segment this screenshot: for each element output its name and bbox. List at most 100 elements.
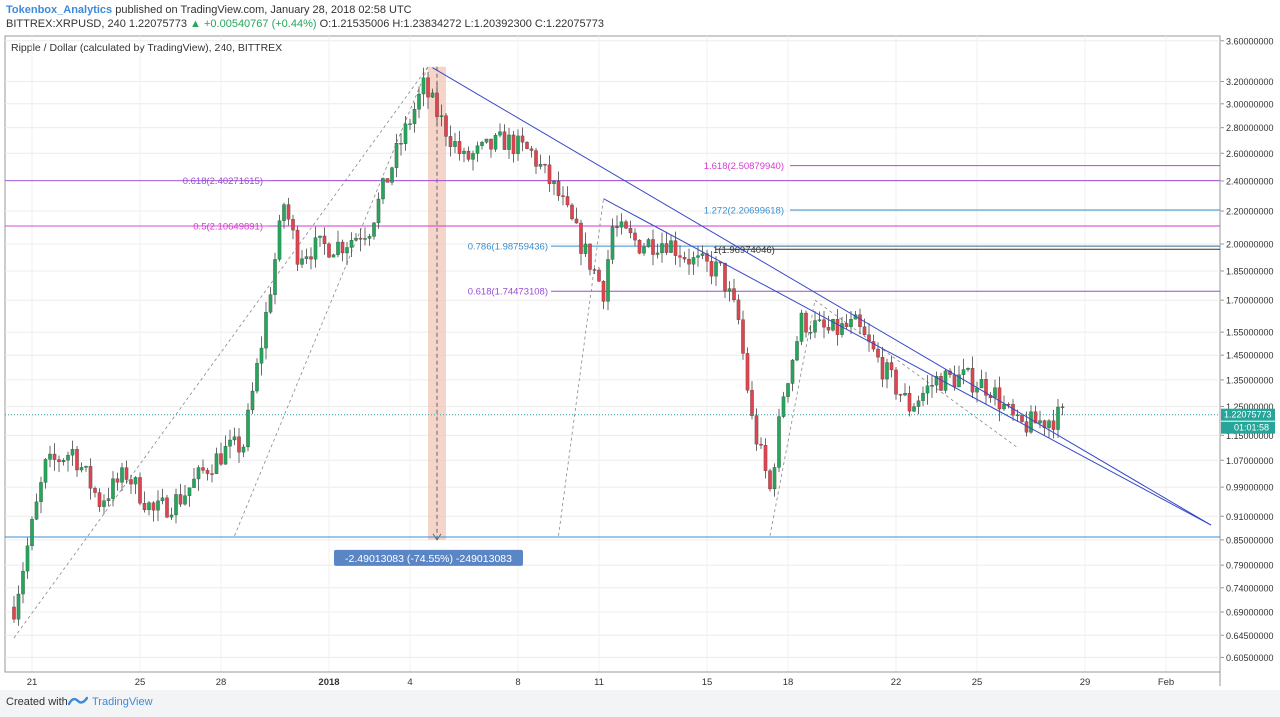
time-tick-label: 29	[1080, 677, 1091, 688]
candle-body	[430, 92, 435, 98]
candle-body	[286, 204, 291, 220]
fib-level-label: 0.618(1.74473108)	[468, 287, 548, 298]
candle-body	[358, 237, 363, 240]
candle-body	[1015, 414, 1020, 417]
candle-body	[196, 467, 201, 480]
candle-body	[502, 131, 507, 150]
candle-body	[48, 453, 52, 460]
candle-body	[916, 400, 921, 407]
countdown-badge	[1221, 421, 1275, 434]
candle-body	[394, 143, 399, 168]
candle-body	[669, 240, 673, 253]
candle-body	[84, 466, 88, 468]
candle-body	[849, 318, 853, 328]
candle-body	[934, 376, 939, 386]
candle-body	[750, 390, 754, 416]
candle-body	[876, 348, 880, 358]
candle-body	[1047, 420, 1051, 428]
fib-level-label: 1.618(2.50879940)	[704, 161, 784, 172]
candle-body	[822, 319, 826, 328]
candle-body	[628, 228, 633, 234]
candle-body	[651, 239, 655, 255]
candle-body	[210, 473, 214, 475]
fib-level-label: 0.786(1.98759436)	[468, 242, 548, 253]
trendlines	[432, 67, 1212, 526]
candle-body	[1020, 414, 1024, 422]
candle-body	[633, 232, 637, 241]
price-tick-label: 1.85000000	[1226, 266, 1274, 276]
candle-body	[354, 237, 358, 241]
time-tick-label: 25	[135, 677, 146, 688]
candle-body	[273, 259, 277, 295]
candle-body	[1056, 406, 1060, 430]
candle-body	[363, 238, 367, 240]
price-tick-label: 0.99000000	[1226, 483, 1274, 493]
last-price: 1.22075773 01:01:58	[5, 408, 1275, 434]
candle-body	[183, 495, 187, 505]
candle-body	[12, 606, 16, 620]
time-tick-label: Feb	[1158, 677, 1174, 688]
candle-body	[696, 255, 700, 258]
author-link[interactable]: Tokenbox_Analytics	[6, 4, 113, 16]
candle-body	[871, 341, 876, 350]
trendline	[603, 198, 1212, 526]
candle-body	[534, 150, 538, 167]
candle-body	[372, 222, 376, 237]
fib-level-label: 1.272(2.20699618)	[704, 205, 784, 216]
candle-body	[21, 570, 25, 595]
candle-body	[844, 323, 849, 328]
candle-body	[16, 593, 21, 620]
price-axis[interactable]: 3.60000000 3.20000000 3.00000000 2.80000000…	[1220, 36, 1274, 663]
candle-body	[417, 93, 421, 110]
fib-level-label: 0.618(2.40271615)	[183, 176, 263, 187]
price-tick-label: 3.00000000	[1226, 99, 1274, 109]
tradingview-link[interactable]: TradingView	[92, 696, 153, 708]
time-axis[interactable]: 21 25 28 2018 4 8 11 15 18 22 25 29 Feb	[5, 671, 1220, 688]
time-tick-label: 15	[702, 677, 713, 688]
candle-body	[664, 243, 669, 253]
candle-body	[259, 347, 264, 364]
candle-body	[1038, 420, 1042, 424]
candle-body	[160, 497, 165, 502]
candle-body	[619, 221, 624, 228]
candle-body	[165, 497, 169, 518]
publish-line: Tokenbox_Analytics published on TradingV…	[6, 4, 412, 16]
candle-body	[1029, 411, 1033, 433]
candle-body	[984, 379, 988, 396]
candle-body	[511, 134, 516, 154]
candle-body	[435, 92, 439, 117]
candle-body	[79, 467, 84, 471]
candle-body	[943, 370, 948, 391]
candle-body	[894, 369, 898, 395]
candle-body	[93, 488, 97, 493]
candle-body	[228, 439, 232, 447]
candle-body	[754, 415, 759, 445]
candle-body	[862, 326, 867, 335]
created-with-label: Created with	[6, 696, 68, 708]
time-tick-label: 22	[891, 677, 902, 688]
candle-body	[403, 123, 408, 144]
candle-body	[543, 164, 547, 166]
candle-body	[201, 467, 205, 471]
candle-body	[907, 393, 912, 412]
candle-body	[498, 131, 502, 136]
candle-body	[790, 359, 795, 384]
candle-body	[507, 134, 511, 150]
price-tick-label: 1.35000000	[1226, 375, 1274, 385]
tradingview-logo-icon[interactable]	[68, 694, 88, 710]
price-chart[interactable]: Ripple / Dollar (calculated by TradingVi…	[0, 34, 1280, 690]
candle-body	[277, 220, 282, 260]
symbol-info: BITTREX:XRPUSD, 240 1.22075773	[6, 18, 187, 30]
time-tick-label: 21	[27, 677, 38, 688]
candle-body	[223, 446, 228, 465]
candle-body	[151, 502, 156, 511]
candle-body	[952, 374, 957, 388]
price-tick-label: 1.70000000	[1226, 296, 1274, 306]
candle-body	[484, 138, 489, 143]
candle-body	[408, 123, 412, 125]
candle-body	[453, 141, 457, 147]
price-tick-label: 3.20000000	[1226, 77, 1274, 87]
candle-body	[772, 467, 777, 490]
candle-body	[1051, 420, 1056, 430]
candle-body	[556, 181, 561, 196]
